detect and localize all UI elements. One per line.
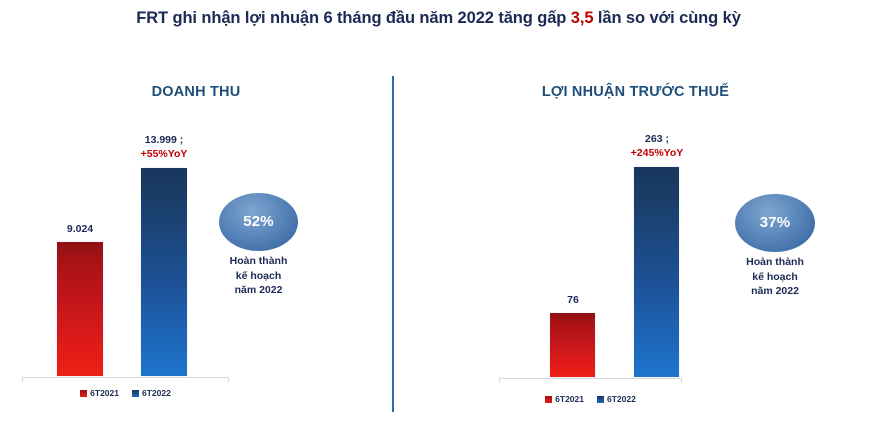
axis-cap-left-profit [499,379,500,383]
bar-yoy-revenue-6t2022: +55%YoY [140,148,188,160]
legend-label-6t2022-profit: 6T2022 [607,394,636,404]
legend-swatch-6t2022-revenue [132,389,139,397]
bar-revenue-6t2021[interactable] [56,241,104,377]
axis-cap-right-revenue [228,378,229,382]
callout-caption-profit: Hoàn thành kế hoạch năm 2022 [735,255,815,299]
callout-caption-revenue: Hoàn thành kế hoạch năm 2022 [219,254,298,298]
page-title: FRT ghi nhận lợi nhuận 6 tháng đầu năm 2… [0,9,877,28]
bar-label-revenue-6t2022: 13.999 ; +55%YoY [114,133,214,161]
bar-value-revenue-6t2021: 9.024 [66,223,94,235]
plot-area-profit: 76 263 ; +245%YoY 37% Hoàn thành kế hoạc… [394,0,877,426]
legend-label-6t2022-revenue: 6T2022 [142,388,171,398]
page-title-part-after: lần so với cùng kỳ [593,9,741,27]
bar-value-revenue-6t2022: 13.999 ; [144,134,184,146]
callout-caption-line-3-revenue: năm 2022 [234,284,283,296]
callout-percent-profit: 37% [759,214,791,231]
panel-divider [392,76,394,412]
callout-caption-line-1-profit: Hoàn thành [746,256,804,268]
axis-cap-right-profit [681,379,682,383]
bar-yoy-profit-6t2022: +245%YoY [630,147,684,159]
bar-value-profit-6t2022: 263 ; [645,133,669,145]
callout-caption-line-2-profit: kế hoạch [752,270,798,283]
callout-percent-revenue: 52% [243,213,274,230]
legend-revenue: 6T2021 6T2022 [22,388,229,398]
legend-item-6t2021-profit[interactable]: 6T2021 [545,394,584,404]
legend-item-6t2021-revenue[interactable]: 6T2021 [80,388,119,398]
plot-area-revenue: 9.024 13.999 ; +55%YoY 52% Hoàn thành kế… [0,0,392,426]
callout-caption-line-3-profit: năm 2022 [751,285,799,297]
bar-label-profit-6t2022: 263 ; +245%YoY [606,132,708,160]
callout-profit-plan: 37% Hoàn thành kế hoạch năm 2022 [735,194,815,297]
axis-baseline-profit [499,378,682,379]
bar-revenue-6t2022[interactable] [140,167,188,377]
legend-profit: 6T2021 6T2022 [499,394,682,404]
chart-title-revenue: DOANH THU [151,84,241,100]
legend-swatch-6t2021-revenue [80,389,88,397]
legend-item-6t2022-revenue[interactable]: 6T2022 [132,388,171,398]
page-title-part-before: FRT ghi nhận lợi nhuận 6 tháng đầu năm 2… [136,9,571,27]
bar-label-revenue-6t2021: 9.024 [40,222,120,236]
ellipse-shape-revenue: 52% [219,193,298,251]
chart-title-profit: LỢI NHUẬN TRƯỚC THUẾ [541,84,730,100]
bar-profit-6t2021[interactable] [549,312,596,378]
legend-item-6t2022-profit[interactable]: 6T2022 [597,394,636,404]
bar-value-profit-6t2021: 76 [567,294,579,306]
axis-cap-left-revenue [22,378,23,382]
legend-label-6t2021-profit: 6T2021 [555,394,584,404]
bar-profit-6t2022[interactable] [633,166,680,378]
legend-swatch-6t2021-profit [545,395,553,403]
callout-caption-line-1-revenue: Hoàn thành [229,255,288,267]
axis-baseline-revenue [22,377,229,378]
chart-panel-revenue: DOANH THU 9.024 13.999 ; +55%YoY 52% Hoà… [0,0,392,426]
ellipse-shape-profit: 37% [735,194,815,252]
callout-revenue-plan: 52% Hoàn thành kế hoạch năm 2022 [219,193,298,296]
callout-caption-line-2-revenue: kế hoạch [235,269,282,282]
page-title-accent-multiplier: 3,5 [570,9,594,27]
legend-swatch-6t2022-profit [597,395,604,403]
legend-label-6t2021-revenue: 6T2021 [90,388,119,398]
chart-panel-profit: LỢI NHUẬN TRƯỚC THUẾ 76 263 ; +245%YoY 3… [394,0,877,426]
bar-label-profit-6t2021: 76 [533,293,613,307]
